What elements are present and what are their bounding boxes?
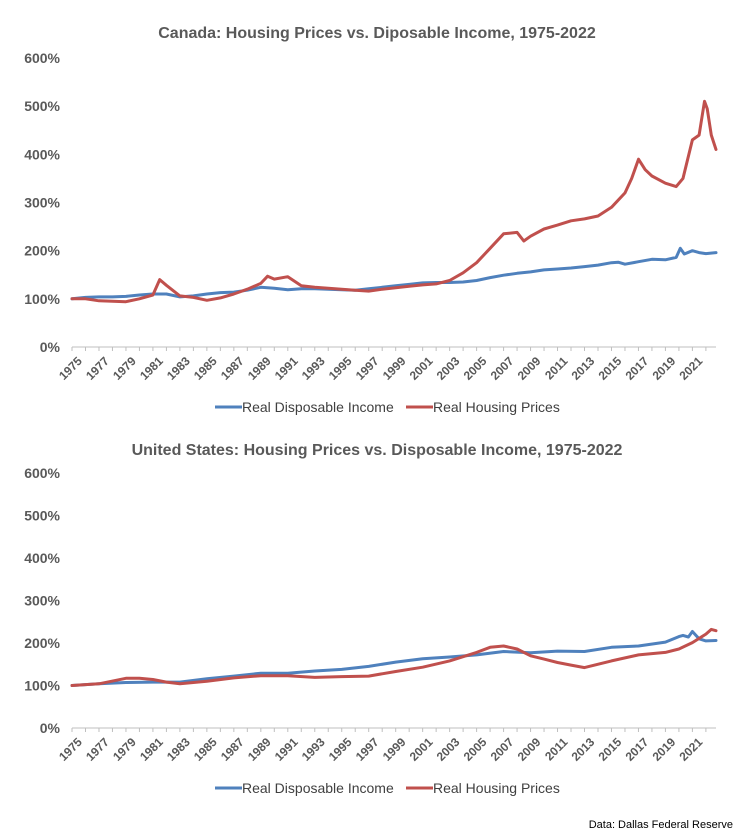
us-chart: United States: Housing Prices vs. Dispos… [24, 442, 718, 796]
us-x-tick-label: 1981 [137, 735, 166, 764]
canada-y-tick-label: 200% [24, 243, 60, 259]
us-x-tick-label: 1987 [218, 735, 247, 764]
us-legend-housing-label: Real Housing Prices [433, 780, 560, 796]
us-x-tick-label: 2013 [569, 735, 598, 764]
canada-y-tick-label: 100% [24, 291, 60, 307]
us-x-tick-label: 1979 [110, 735, 139, 764]
us-series-housing-line [70, 627, 718, 687]
canada-y-tick-label: 500% [24, 98, 60, 114]
canada-x-tick-label: 2001 [407, 354, 436, 383]
canada-x-tick-label: 1997 [353, 354, 382, 383]
us-legend-income-label: Real Disposable Income [242, 780, 394, 796]
us-x-tick-label: 1995 [326, 735, 355, 764]
canada-chart: Canada: Housing Prices vs. Diposable Inc… [24, 25, 718, 415]
us-x-tick-label: 2019 [650, 735, 679, 764]
canada-x-tick-label: 2007 [488, 354, 517, 383]
canada-series-income-line [70, 246, 718, 301]
us-x-tick-label: 2005 [461, 735, 490, 764]
canada-y-tick-label: 400% [24, 146, 60, 162]
us-x-tick-label: 2017 [623, 735, 652, 764]
canada-x-tick-label: 1989 [245, 354, 274, 383]
canada-y-tick-label: 300% [24, 195, 60, 211]
canada-series-housing-line [70, 99, 718, 304]
us-x-tick-label: 1975 [56, 735, 85, 764]
us-x-tick-label: 2001 [407, 735, 436, 764]
canada-x-tick-label: 2021 [677, 354, 706, 383]
canada-x-tick-label: 1985 [191, 354, 220, 383]
canada-x-tick-label: 1981 [137, 354, 166, 383]
us-x-tick-label: 2009 [515, 735, 544, 764]
canada-x-tick-label: 1999 [380, 354, 409, 383]
canada-x-tick-label: 2013 [569, 354, 598, 383]
us-x-tick-label: 1977 [83, 735, 112, 764]
us-x-tick-label: 1983 [164, 735, 193, 764]
us-x-tick-label: 1985 [191, 735, 220, 764]
canada-x-tick-label: 2003 [434, 354, 463, 383]
us-y-tick-label: 200% [24, 635, 60, 651]
canada-x-tick-label: 1983 [164, 354, 193, 383]
us-x-tick-label: 2021 [677, 735, 706, 764]
canada-chart-title: Canada: Housing Prices vs. Diposable Inc… [158, 25, 596, 42]
canada-x-tick-label: 1991 [272, 354, 301, 383]
us-chart-title: United States: Housing Prices vs. Dispos… [132, 442, 623, 459]
canada-x-tick-label: 1979 [110, 354, 139, 383]
canada-x-tick-label: 2017 [623, 354, 652, 383]
us-x-tick-label: 1991 [272, 735, 301, 764]
us-y-tick-label: 300% [24, 593, 60, 609]
canada-y-tick-label: 600% [24, 50, 60, 66]
source-note: Data: Dallas Federal Reserve [588, 819, 733, 831]
canada-y-tick-label: 0% [40, 339, 61, 355]
us-x-tick-label: 2007 [488, 735, 517, 764]
canada-legend-income-label: Real Disposable Income [242, 399, 394, 415]
canada-x-tick-label: 2009 [515, 354, 544, 383]
canada-x-tick-label: 2011 [542, 354, 571, 383]
us-x-tick-label: 1989 [245, 735, 274, 764]
us-x-tick-label: 1999 [380, 735, 409, 764]
us-y-tick-label: 500% [24, 508, 60, 524]
us-y-tick-label: 100% [24, 678, 60, 694]
canada-x-tick-label: 2005 [461, 354, 490, 383]
canada-x-tick-label: 2015 [596, 354, 625, 383]
canada-x-tick-label: 1975 [56, 354, 85, 383]
us-y-tick-label: 0% [40, 720, 61, 736]
canada-legend-housing-label: Real Housing Prices [433, 399, 560, 415]
canada-x-tick-label: 1993 [299, 354, 328, 383]
us-x-tick-label: 1993 [299, 735, 328, 764]
canada-x-tick-label: 1977 [83, 354, 112, 383]
canada-x-tick-label: 1995 [326, 354, 355, 383]
canada-x-tick-label: 2019 [650, 354, 679, 383]
us-x-tick-label: 1997 [353, 735, 382, 764]
us-x-tick-label: 2015 [596, 735, 625, 764]
us-x-tick-label: 2003 [434, 735, 463, 764]
us-y-tick-label: 400% [24, 550, 60, 566]
us-x-tick-label: 2011 [542, 735, 571, 764]
canada-x-tick-label: 1987 [218, 354, 247, 383]
us-y-tick-label: 600% [24, 465, 60, 481]
